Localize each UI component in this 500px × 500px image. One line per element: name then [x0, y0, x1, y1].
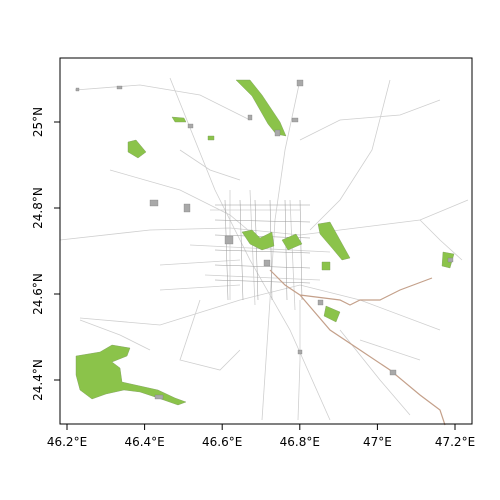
green-areas [75, 79, 455, 406]
built-block [274, 129, 281, 137]
built-block [297, 349, 303, 355]
y-tick-label: 24.8°N [31, 187, 45, 229]
built-block [263, 259, 271, 267]
built-blocks [75, 79, 454, 400]
built-block [447, 257, 454, 263]
built-block [389, 369, 397, 376]
x-tick-label: 46.4°E [124, 435, 164, 449]
x-axis: 46.2°E 46.4°E 46.6°E 46.8°E 47°E 47.2°E [47, 424, 475, 449]
built-block [291, 117, 299, 123]
plot-frame [59, 57, 473, 425]
green-area [171, 116, 187, 123]
green-area [207, 135, 215, 141]
green-area [323, 305, 341, 323]
built-block [247, 114, 253, 121]
y-axis: 24.4°N 24.6°N 24.8°N 25°N [31, 107, 60, 401]
built-block [183, 203, 191, 213]
built-block [187, 123, 194, 129]
map-content [59, 77, 469, 426]
green-area [127, 139, 147, 159]
x-tick-label: 46.6°E [202, 435, 242, 449]
y-tick-label: 24.4°N [31, 359, 45, 401]
city-grid [214, 199, 311, 301]
green-area [235, 79, 287, 137]
green-area [241, 229, 275, 251]
built-block [116, 85, 123, 90]
green-area [75, 344, 187, 406]
built-block [317, 299, 324, 306]
x-tick-label: 47°E [363, 435, 392, 449]
x-tick-label: 47.2°E [435, 435, 475, 449]
green-area [317, 221, 351, 261]
y-tick-label: 24.6°N [31, 273, 45, 315]
built-block [296, 79, 304, 87]
x-tick-label: 46.2°E [47, 435, 87, 449]
built-block [154, 394, 164, 400]
built-block [75, 87, 80, 92]
green-area [281, 233, 303, 251]
y-tick-label: 25°N [31, 107, 45, 137]
x-tick-label: 46.8°E [280, 435, 320, 449]
green-area [321, 261, 331, 271]
built-block [224, 235, 234, 245]
built-block [149, 199, 159, 207]
